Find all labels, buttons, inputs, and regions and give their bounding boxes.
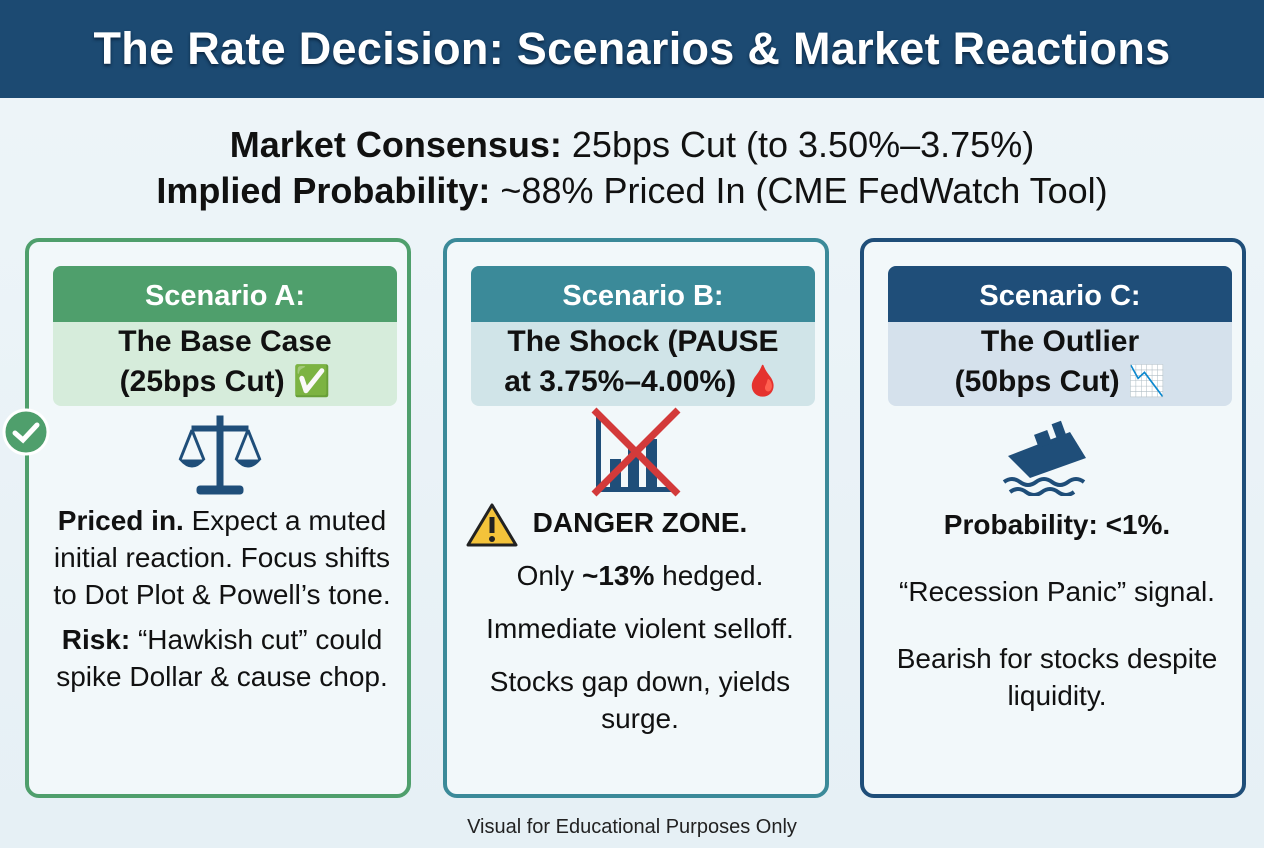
scenario-title-line: (50bps Cut) 📉 [954,365,1166,398]
body-text: Risk: [61,624,131,655]
body-text: Stocks gap down, yields surge. [489,666,791,734]
scales-icon [178,415,262,495]
body-paragraph: Only ~13% hedged. [461,557,819,594]
body-paragraph: Stocks gap down, yields surge. [461,663,819,737]
body-text: ~13% [581,560,655,591]
warning-icon [466,503,518,547]
probability: Implied Probability: ~88% Priced In (CME… [0,170,1264,212]
scenario-header: Scenario C: The Outlier (50bps Cut) 📉 [888,266,1232,406]
scenario-header: Scenario A: The Base Case (25bps Cut) ✅ [53,266,397,406]
consensus: Market Consensus: 25bps Cut (to 3.50%–3.… [0,124,1264,166]
scenario-card: Scenario A: The Base Case (25bps Cut) ✅ Pri… [25,238,411,798]
probability-value: ~88% Priced In (CME FedWatch Tool) [500,170,1108,211]
consensus-value: 25bps Cut (to 3.50%–3.75%) [571,124,1035,165]
body-text: Expect a muted initial reaction. Focus s… [53,505,391,610]
scenario-title-line: The Shock (PAUSE [507,325,779,358]
body-text: Immediate violent selloff. [486,613,794,644]
body-text: Only [516,560,582,591]
scenario-body: Priced in. Expect a muted initial reacti… [43,502,401,703]
probability-label: Implied Probability: [156,170,491,211]
title: The Rate Decision: Scenarios & Market Re… [93,23,1171,74]
scenario-card: Scenario B: The Shock (PAUSE at 3.75%–4.00… [443,238,829,798]
scenario-card: Scenario C: The Outlier (50bps Cut) 📉 Proba… [860,238,1246,798]
scenario-header: Scenario B: The Shock (PAUSE at 3.75%–4.00… [471,266,815,406]
scenario-title-line: The Base Case [118,325,332,358]
body-paragraph: DANGER ZONE. [461,504,819,541]
body-text: hedged. [654,560,764,591]
body-paragraph: Risk: “Hawkish cut” could spike Dollar &… [43,621,401,695]
crossed-chart-icon [591,407,681,497]
scenario-title-line: (25bps Cut) ✅ [119,365,331,398]
ship-icon [1002,420,1086,496]
scenario-label: Scenario A: [53,266,397,322]
body-text: DANGER ZONE. [532,507,748,538]
body-text: Priced in. [57,505,184,536]
body-paragraph: Bearish for stocks despite liquidity. [878,640,1236,714]
body-text: Probability: <1%. [943,509,1171,540]
scenario-body: Probability: <1%. “Recession Panic” signa… [878,506,1236,744]
scenario-body: DANGER ZONE. Only ~13% hedged. Immediate v… [461,504,819,753]
body-paragraph: “Recession Panic” signal. [878,573,1236,610]
scenario-label: Scenario C: [888,266,1232,322]
body-paragraph: Priced in. Expect a muted initial reacti… [43,502,401,613]
body-text: “Recession Panic” signal. [899,576,1215,607]
body-text: Bearish for stocks despite liquidity. [896,643,1218,711]
scenario-title-line: at 3.75%–4.00%) 🩸 [504,365,782,398]
header: The Rate Decision: Scenarios & Market Re… [0,0,1264,98]
body-text: “Hawkish cut” could spike Dollar & cause… [56,624,388,692]
consensus-label: Market Consensus: [229,124,562,165]
scenario-title-line: The Outlier [980,325,1140,358]
footer: Visual for Educational Purposes Only [467,816,797,838]
body-paragraph: Immediate violent selloff. [461,610,819,647]
scenario-label: Scenario B: [471,266,815,322]
body-paragraph: Probability: <1%. [878,506,1236,543]
check-icon [2,408,50,456]
